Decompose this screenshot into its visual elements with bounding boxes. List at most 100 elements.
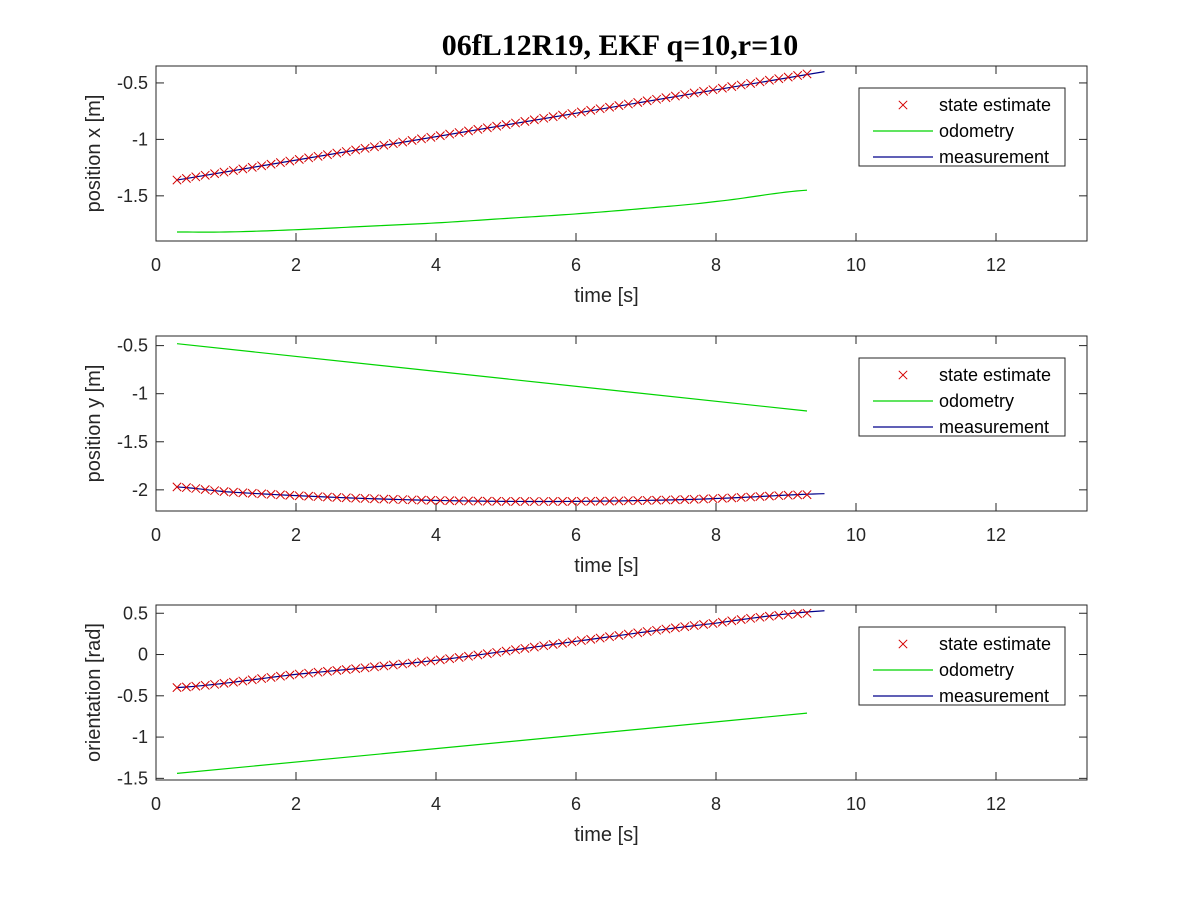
y-tick-label: -1 — [132, 129, 148, 149]
state-estimate-marker — [793, 609, 803, 619]
state-estimate-marker — [435, 131, 445, 141]
legend-entry-label: state estimate — [939, 365, 1051, 385]
state-estimate-marker — [746, 492, 756, 502]
state-estimate-marker — [313, 667, 323, 677]
x-tick-label: 8 — [711, 525, 721, 545]
state-estimate-marker — [285, 670, 295, 680]
state-estimate-marker — [360, 493, 370, 504]
state-estimate-marker — [482, 649, 492, 659]
state-estimate-marker — [501, 646, 511, 656]
state-estimate-marker — [746, 78, 756, 88]
state-estimate-marker — [341, 146, 351, 157]
state-estimate-marker — [435, 495, 445, 506]
state-estimate-marker — [266, 489, 276, 499]
state-estimate-marker — [783, 72, 793, 82]
subplot-position-y: 0 2 4 6 8 10 12 -2 -1.5 -1 -0.5 time [s] position y … — [83, 335, 1088, 577]
state-estimate-marker — [717, 617, 727, 627]
state-estimate-marker — [210, 169, 220, 179]
state-estimate-marker — [285, 490, 295, 500]
state-estimate-marker — [567, 108, 577, 119]
x-tick-label: 2 — [291, 255, 301, 275]
state-estimate-marker — [736, 614, 746, 625]
state-estimate-marker — [661, 495, 671, 505]
x-tick-label: 6 — [571, 255, 581, 275]
state-estimate-marker — [755, 612, 765, 622]
state-estimate-marker — [238, 488, 248, 498]
state-estimate-marker — [181, 173, 191, 184]
state-estimate-marker — [764, 75, 774, 85]
state-estimate-marker — [322, 492, 333, 502]
state-estimate-marker — [670, 495, 680, 505]
x-tick-label: 2 — [291, 525, 301, 545]
state-estimate-marker — [529, 496, 539, 507]
state-estimate-marker — [595, 496, 605, 506]
state-estimate-marker — [332, 148, 342, 158]
x-tick-label: 0 — [151, 794, 161, 814]
state-estimate-marker — [793, 490, 803, 500]
state-estimate-marker — [510, 645, 521, 655]
state-estimate-marker — [595, 633, 605, 643]
state-estimate-marker — [651, 625, 662, 635]
state-estimate-marker — [322, 150, 333, 160]
state-estimate-marker — [304, 668, 314, 678]
state-estimate-marker — [586, 634, 596, 644]
state-estimate-marker — [708, 85, 718, 95]
state-estimate-marker — [633, 97, 643, 107]
x-tick-label: 6 — [571, 794, 581, 814]
state-estimate-marker — [219, 678, 229, 688]
state-estimate-marker — [313, 492, 323, 502]
state-estimate-marker — [228, 677, 238, 687]
plot-series — [172, 608, 825, 774]
x-axis-label: time [s] — [574, 285, 638, 307]
state-estimate-marker — [341, 493, 351, 503]
legend-entry-label: state estimate — [939, 634, 1051, 654]
state-estimate-marker — [689, 494, 699, 504]
state-estimate-marker — [445, 654, 455, 664]
state-estimate-marker — [304, 491, 314, 501]
x-axis-label: time [s] — [574, 555, 638, 577]
state-estimate-marker — [614, 101, 624, 111]
state-estimate-marker — [426, 495, 436, 505]
series-line-odometry — [176, 189, 808, 233]
legend-box — [858, 626, 1066, 706]
state-estimate-marker — [172, 682, 182, 693]
x-tick-label: 8 — [711, 794, 721, 814]
legend-entry-label: measurement — [939, 686, 1049, 706]
state-estimate-marker — [661, 93, 671, 103]
state-estimate-marker — [473, 496, 483, 506]
state-estimate-marker — [454, 496, 464, 506]
state-estimate-marker — [548, 496, 558, 507]
state-estimate-marker — [454, 127, 464, 138]
state-estimate-marker — [520, 496, 530, 507]
state-estimate-marker — [200, 484, 210, 495]
state-estimate-marker — [736, 492, 746, 503]
state-estimate-marker — [529, 115, 539, 125]
state-estimate-marker — [699, 86, 709, 96]
state-estimate-marker — [783, 490, 793, 500]
state-estimate-marker — [463, 126, 474, 136]
plot-series — [172, 69, 825, 233]
state-estimate-marker — [482, 496, 492, 506]
state-estimate-marker — [416, 657, 427, 667]
state-estimate-marker — [623, 629, 633, 639]
state-estimate-marker — [557, 110, 568, 120]
state-estimate-marker — [614, 496, 624, 506]
y-tick-label: -1 — [132, 727, 148, 747]
y-tick-label: -0.5 — [117, 686, 148, 706]
state-estimate-marker — [360, 143, 370, 153]
state-estimate-marker — [341, 665, 351, 675]
state-estimate-marker — [257, 489, 267, 499]
state-estimate-marker — [755, 77, 765, 87]
state-estimate-marker — [633, 628, 643, 638]
state-estimate-marker — [266, 159, 276, 169]
state-estimate-marker — [680, 494, 690, 505]
state-estimate-marker — [426, 132, 436, 142]
state-estimate-marker — [510, 118, 521, 128]
figure-title: 06fL12R19, EKF q=10,r=10 — [442, 29, 798, 62]
x-tick-label: 0 — [151, 525, 161, 545]
legend-entry-label: odometry — [939, 391, 1014, 411]
state-estimate-marker — [604, 632, 615, 642]
state-estimate-marker — [473, 650, 483, 660]
state-estimate-marker — [219, 487, 229, 497]
